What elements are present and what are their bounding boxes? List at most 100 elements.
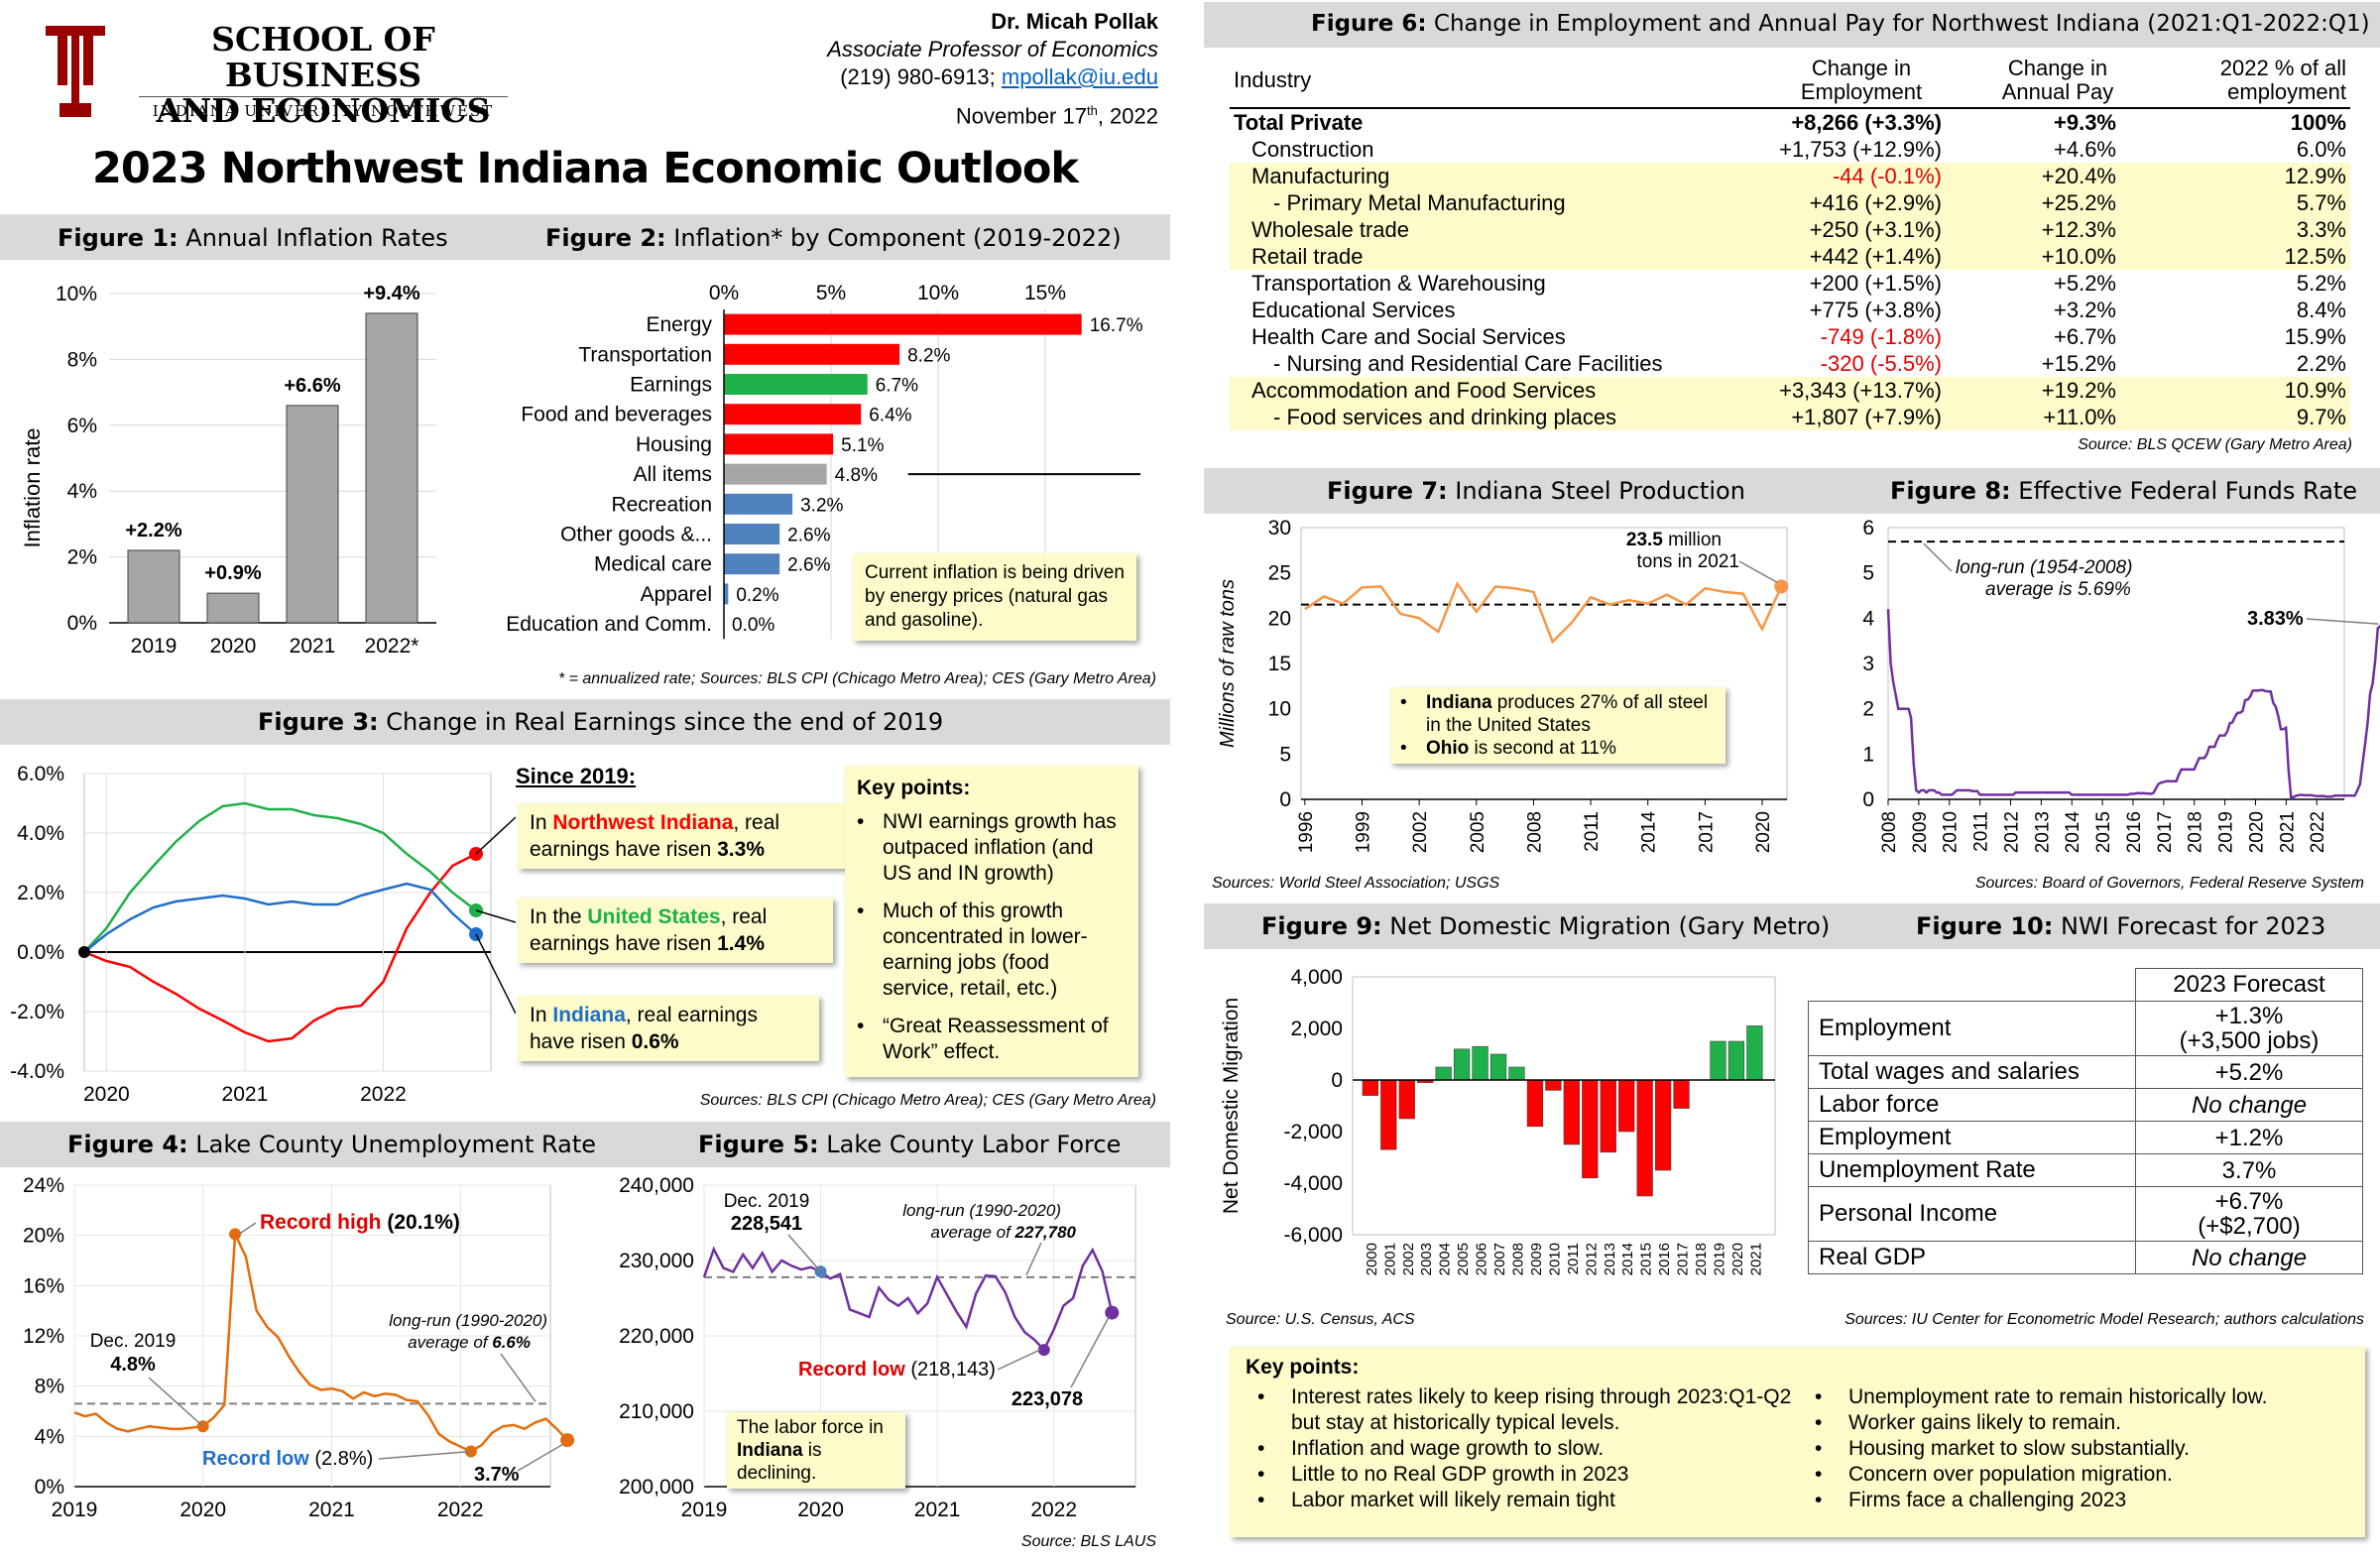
fig2-category-label: Housing [636,433,712,456]
fig9-xtick: 2006 [1474,1243,1490,1275]
fig7-leader-last [1738,560,1778,584]
fig6-cell-emp: +416 (+2.9%) [1809,189,1942,215]
fig6-table-row: Educational Services +775 (+3.8%) +3.2% 8.4… [1230,297,2350,323]
fig1-bar [365,312,418,624]
fig10-source: Sources: IU Center for Econometric Model… [1844,1311,2364,1328]
fig5-marker-low [1037,1344,1050,1357]
fig6-cell-name: Retail trade [1251,243,1364,269]
keypoint-item: • Firms face a challenging 2023 [1815,1489,2127,1511]
fig10-value: +1.2% [2214,1124,2284,1151]
fig9-xtick: 2017 [1675,1243,1692,1275]
fig9-xtick: 2020 [1729,1243,1746,1275]
fig9-bar [1453,1048,1471,1081]
fig4-chart: 24% 20% 16% 12% 8% 4% 0%2019 2020 2021 2022 Record… [23,1174,575,1521]
fig8-xtick: 2009 [1910,811,1931,853]
fig8-ytick: 3 [1862,653,1874,675]
keypoint-item: • Inflation and wage growth to slow. [1257,1437,1605,1460]
fig7-bullets: • Indiana produces 27% of all steel in th… [1390,687,1726,764]
fig10-table-row: Unemployment Rate 3.7% [1808,1153,2363,1187]
fig3-box-nwi: In Northwest Indiana, real earnings have… [518,803,851,869]
fig9-bar [1362,1079,1378,1096]
fig8-xtick: 2019 [2216,811,2237,853]
fig6-cell-pay: +3.2% [2054,297,2116,322]
fig8-ann-lr-b: average is 5.69% [1985,579,2131,600]
fig2-category-label: Other goods &... [560,524,712,546]
fig4-ytick: 16% [23,1274,64,1297]
fig9-ytick: -6,000 [1283,1224,1343,1247]
fig6-cell-pay: +6.7% [2054,323,2116,349]
fig6-table-row: Transportation & Warehousing +200 (+1.5%)… [1230,270,2350,297]
fig2-data-label: 2.6% [787,526,830,546]
fig1-bar [127,549,180,624]
fig9-bar [1435,1066,1452,1081]
fig10-cell-name: Personal Income [1808,1186,2136,1242]
keypoint-item: • Concern over population migration. [1815,1463,2173,1486]
fig8-title: Figure 8: Effective Federal Funds Rate [1890,477,2358,505]
fig1-data-label: +2.2% [125,520,181,541]
keypoint-item: • Housing market to slow substantially. [1815,1437,2190,1460]
fig8-ann-lr-a: long-run (1954-2008) [1956,557,2133,578]
fig5-callout: The labor force in Indiana is declining. [727,1412,905,1489]
fig6-table-row: - Nursing and Residential Care Facilitie… [1230,350,2350,377]
author-title: Associate Professor of Economics [827,37,1158,61]
fig2-data-label: 6.4% [869,406,911,426]
fig2-xtick: 0% [709,282,739,304]
fig4-ann-lr-b: average of 6.6% [408,1333,531,1352]
fig3-xtick: 2020 [83,1083,130,1106]
fig6-cell-pct: 10.9% [2284,377,2346,403]
fig6-table: Industry Change in Employment Change in An… [1230,54,2350,430]
fig3-ytick: 2.0% [17,882,64,904]
fig9-bar [1636,1079,1653,1197]
author-email[interactable]: mpollak@iu.edu [1001,64,1158,89]
fig5-ann-low: Record low (218,143) [798,1359,996,1381]
fig9-bar [1380,1079,1397,1150]
fig6-cell-pay: +9.3% [2054,109,2116,135]
fig10-value: +5.2% [2214,1058,2284,1086]
fig8-xtick: 2022 [2308,811,2328,853]
fig6-cell-pct: 12.5% [2284,243,2346,269]
fig10-value: +6.7% [2214,1188,2284,1215]
fig4-ytick: 12% [23,1325,64,1348]
fig3-key2: Much of this growth concentrated in lowe… [883,900,1088,1000]
fig9-bar [1746,1025,1763,1081]
fig10-col-header: 2023 Forecast [2135,968,2363,1002]
fig1-xtick: 2019 [131,635,178,658]
fig6-cell-emp: -44 (-0.1%) [1832,163,1942,188]
fig8-source: Sources: Board of Governors, Federal Res… [1974,875,2364,892]
date: November 17th, 2022 [955,103,1158,129]
fig2-chart: 0% 5% 10% 15% Energy 16.7% Transportation 8.2% E… [506,282,1143,640]
fig4-ann-lr-a: long-run (1990-2020) [389,1311,547,1330]
fig8-ytick: 2 [1862,698,1874,721]
fig2-callout: Current inflation is being driven by ene… [853,553,1136,641]
fig8-xtick: 2010 [1941,811,1962,853]
fig2-bar [724,553,780,575]
fig1-ytick: 4% [67,480,97,503]
fig6-cell-pct: 3.3% [2296,216,2346,242]
fig9-xtick: 2015 [1638,1243,1655,1275]
fig4-ytick: 8% [35,1376,64,1398]
fig6-cell-pct: 2.2% [2296,350,2346,376]
fig8-ann-last: 3.83% [2247,608,2304,630]
fig3-leader-us [475,909,516,923]
fig6-cell-name: Construction [1251,136,1374,162]
fig10-cell-value: +5.2% [2135,1055,2363,1089]
fig6-h-pct: 2022 % of all employment [2219,56,2346,104]
fig9-bar [1710,1040,1726,1081]
fig7-xtick: 2020 [1753,811,1774,853]
fig6-h-industry: Industry [1234,67,1312,92]
fig5-leader-last [1070,1316,1110,1388]
fig10-cell-name: Employment [1808,1001,2136,1056]
fig8-xtick: 2013 [2032,811,2053,853]
fig4-ytick: 0% [35,1476,64,1499]
fig10-cell-value: +1.2% [2135,1121,2363,1154]
bottom-keypoints: Key points: • Interest rates likely to ke… [1230,1347,2365,1537]
fig4-ytick: 24% [23,1174,64,1197]
fig5-ann-lr-a: long-run (1990-2020) [902,1201,1061,1220]
fig4-ann-last: 3.7% [474,1464,520,1486]
fig6-cell-pct: 5.2% [2296,270,2346,296]
fig2-data-label: 3.2% [800,495,843,516]
fig10-cell-name: Real GDP [1808,1241,2136,1274]
fig5-ytick: 200,000 [619,1476,694,1499]
fig7-xtick: 1999 [1353,811,1373,853]
